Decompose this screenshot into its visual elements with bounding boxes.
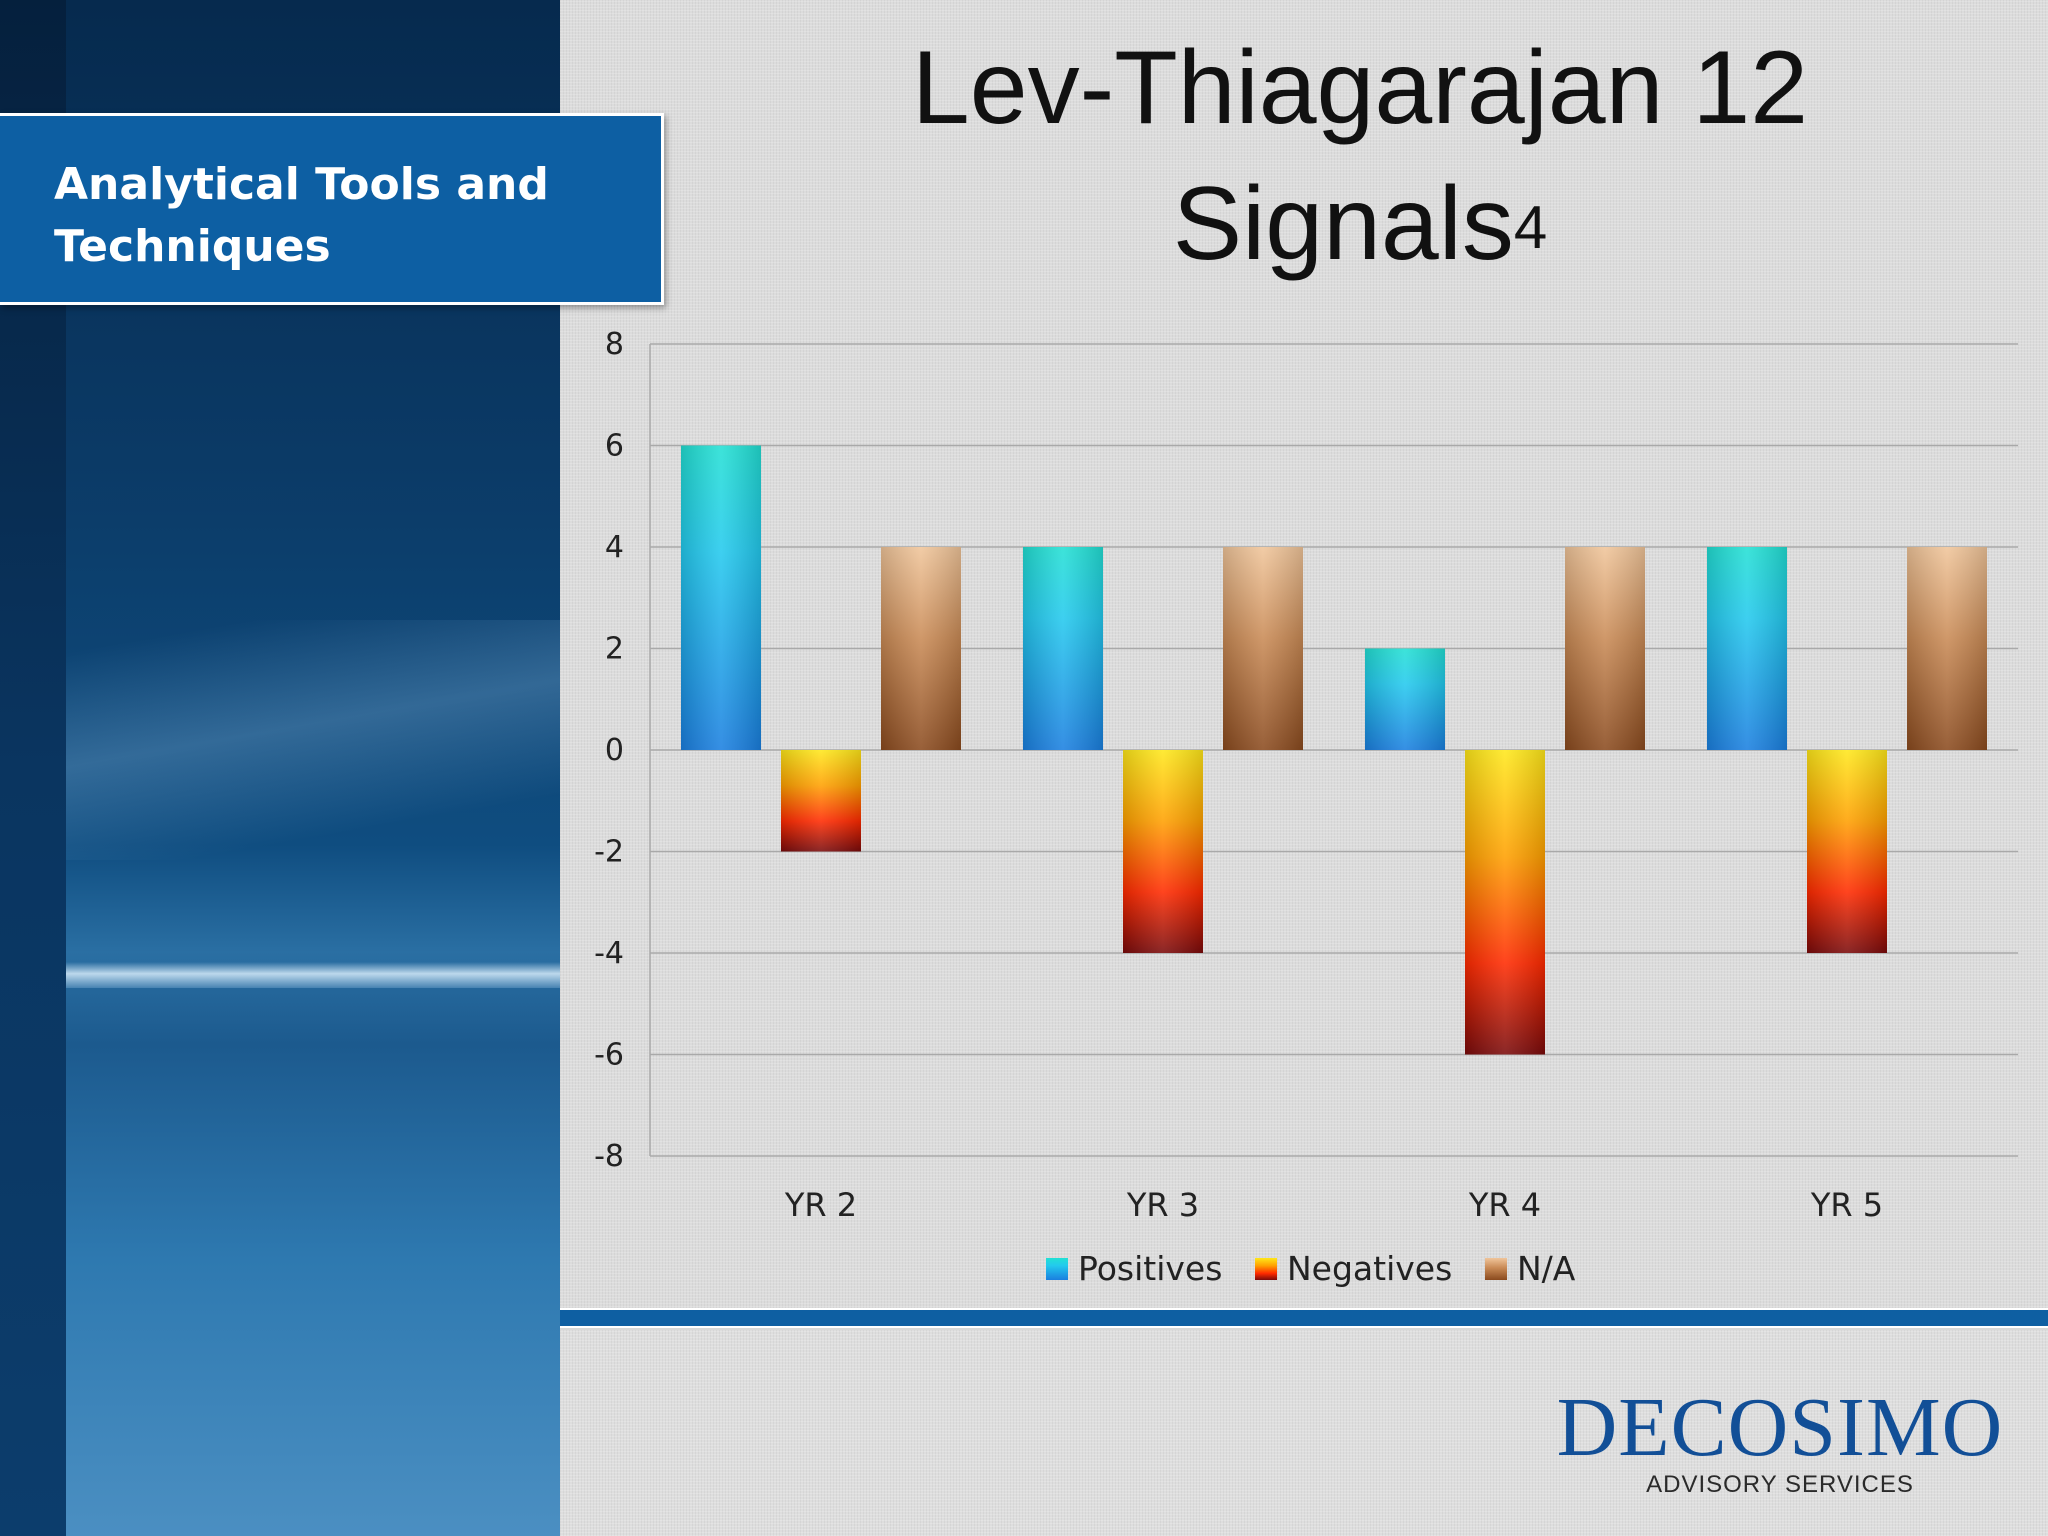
slide-title: Lev-Thiagarajan 12 Signals4: [760, 20, 1960, 292]
bar-positives-yr-4: [1365, 648, 1445, 750]
legend-swatch: [1046, 1258, 1068, 1280]
legend-swatch: [1255, 1258, 1277, 1280]
slide-title-line2-wrap: Signals4: [760, 156, 1960, 292]
y-tick-label: -4: [594, 936, 624, 971]
y-tick-label: -8: [594, 1139, 624, 1174]
bar-positives-yr-2: [681, 445, 761, 750]
x-category-label: YR 3: [1126, 1186, 1199, 1224]
x-category-label: YR 4: [1468, 1186, 1541, 1224]
logo-subtitle: ADVISORY SERVICES: [1646, 1471, 1914, 1498]
title-superscript: 4: [1513, 194, 1548, 261]
slide-footer: [560, 1330, 2048, 1536]
legend-swatch: [1485, 1258, 1507, 1280]
bar-chart: 8 6 4 2 0 -2 -4 -6 -8 YR 2 YR 3 YR 4 YR 5 Positives…: [594, 327, 2018, 1288]
bar-positives-yr-3: [1023, 547, 1103, 750]
section-banner: Analytical Tools and Techniques: [0, 113, 664, 305]
slide-content-area: [560, 0, 2048, 1310]
x-category-label: YR 5: [1810, 1186, 1883, 1224]
bar-n-a-yr-5: [1907, 547, 1987, 750]
section-title: Analytical Tools and Techniques: [54, 159, 549, 272]
y-tick-label: -6: [594, 1038, 624, 1073]
bar-n-a-yr-2: [881, 547, 961, 750]
y-axis: 8 6 4 2 0 -2 -4 -6 -8: [594, 327, 651, 1174]
bar-negatives-yr-3: [1123, 750, 1203, 953]
bar-positives-yr-5: [1707, 547, 1787, 750]
x-axis-labels: YR 2 YR 3 YR 4 YR 5: [784, 1186, 1883, 1224]
bar-negatives-yr-4: [1465, 750, 1545, 1055]
logo-name: DECOSIMO: [1556, 1381, 2004, 1474]
bar-negatives-yr-5: [1807, 750, 1887, 953]
y-tick-label: 4: [605, 530, 624, 565]
slide-title-line1: Lev-Thiagarajan 12: [911, 30, 1809, 146]
y-tick-label: 0: [605, 733, 624, 768]
legend-label: N/A: [1517, 1249, 1576, 1288]
y-tick-label: 6: [605, 429, 624, 464]
y-tick-label: 8: [605, 327, 624, 362]
legend: Positives Negatives N/A: [1046, 1249, 1576, 1288]
bar-negatives-yr-2: [781, 750, 861, 852]
legend-label: Positives: [1078, 1249, 1222, 1288]
bar-n-a-yr-3: [1223, 547, 1303, 750]
y-tick-label: -2: [594, 835, 624, 870]
slide-title-line2: Signals: [1172, 166, 1514, 282]
y-tick-label: 2: [605, 632, 624, 667]
x-category-label: YR 2: [784, 1186, 857, 1224]
legend-label: Negatives: [1287, 1249, 1452, 1288]
bar-n-a-yr-4: [1565, 547, 1645, 750]
gridlines: [650, 343, 2018, 1157]
cloud-streak: [66, 620, 560, 860]
decosimo-logo: DECOSIMO ADVISORY SERVICES: [1540, 1386, 2020, 1500]
horizon-glow: [66, 962, 560, 988]
footer-divider: [560, 1310, 2048, 1326]
